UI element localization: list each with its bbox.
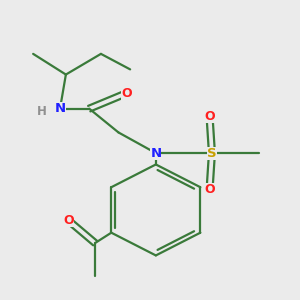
Text: O: O <box>63 214 74 227</box>
Text: H: H <box>36 105 46 118</box>
Text: O: O <box>204 183 215 196</box>
Text: O: O <box>204 110 215 123</box>
Text: N: N <box>150 147 161 160</box>
Text: N: N <box>55 102 66 115</box>
Text: S: S <box>207 147 217 160</box>
Text: O: O <box>121 87 132 100</box>
